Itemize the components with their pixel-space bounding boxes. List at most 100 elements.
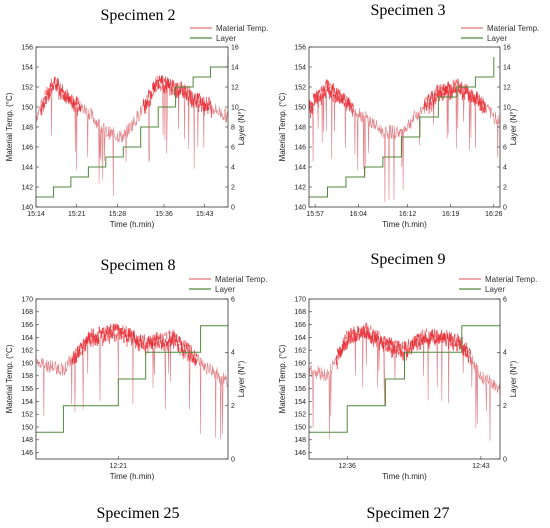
y-tick-label: 152 <box>21 84 33 91</box>
layer-series-line <box>36 57 229 198</box>
legend-layer-label: Layer <box>215 285 235 294</box>
y-tick-label: 156 <box>21 386 33 393</box>
y2-tick-label: 0 <box>231 456 235 463</box>
plot-frame <box>35 298 229 460</box>
y-tick-label: 150 <box>21 424 33 431</box>
legend-layer-label: Layer <box>216 34 236 43</box>
temp-series-line <box>35 75 229 196</box>
x-tick-label: 15:57 <box>306 211 324 218</box>
chart-3: Specimen 8 146 148 150 152 154 156 158 160 162 164… <box>5 257 267 481</box>
y2-tick-label: 4 <box>503 350 507 357</box>
y-tick-label: 154 <box>21 399 33 406</box>
chart-title: Specimen 2 <box>100 7 175 24</box>
chart-title: Specimen 8 <box>100 257 175 274</box>
y-tick-label: 146 <box>21 144 33 151</box>
y2-tick-label: 12 <box>503 84 511 91</box>
y-tick-label: 166 <box>21 322 33 329</box>
legend: Material Temp.Layer <box>459 275 537 294</box>
y-tick-label: 150 <box>21 104 33 111</box>
y2-tick-label: 0 <box>503 204 507 211</box>
y2-tick-label: 8 <box>231 124 235 131</box>
x-tick-label: 15:14 <box>27 211 45 218</box>
y-tick-label: 164 <box>21 335 33 342</box>
y-axis-label: Material Temp. (°C) <box>278 344 287 413</box>
y2-tick-label: 6 <box>503 144 507 151</box>
temp-series-hot <box>71 323 198 367</box>
y-tick-label: 150 <box>294 424 306 431</box>
y-tick-label: 168 <box>294 309 306 316</box>
x-tick-label: 15:21 <box>68 211 86 218</box>
y-tick-label: 156 <box>294 386 306 393</box>
x-tick-label: 15:36 <box>155 211 173 218</box>
y2-axis-label: Layer (N°) <box>509 108 518 145</box>
x-axis-label: Time (h.min) <box>110 472 155 481</box>
legend-layer-label: Layer <box>485 285 505 294</box>
y-tick-label: 142 <box>21 184 33 191</box>
y-tick-label: 160 <box>294 360 306 367</box>
y-tick-label: 164 <box>294 335 306 342</box>
y-tick-label: 160 <box>21 360 33 367</box>
legend: Material Temp.Layer <box>189 275 267 294</box>
legend: Material Temp.Layer <box>461 24 539 43</box>
y-tick-label: 146 <box>294 450 306 457</box>
x-axis-label: Time (h.min) <box>382 472 427 481</box>
y2-tick-label: 2 <box>503 184 507 191</box>
chart-title: Specimen 9 <box>370 251 445 268</box>
layer-series-line <box>309 325 500 433</box>
y-tick-label: 158 <box>21 373 33 380</box>
plot-frame <box>308 46 501 208</box>
y2-tick-label: 6 <box>231 296 235 303</box>
x-tick-label: 16:12 <box>399 211 417 218</box>
y2-tick-label: 10 <box>503 104 511 111</box>
y-tick-label: 168 <box>21 309 33 316</box>
specimen-27-title: Specimen 27 <box>366 505 449 522</box>
y-tick-label: 162 <box>21 348 33 355</box>
x-axis-label: Time (h.min) <box>382 220 427 229</box>
specimen-25-title: Specimen 25 <box>96 505 179 522</box>
y2-axis-label: Layer (N°) <box>237 360 246 397</box>
chart-title: Specimen 3 <box>370 2 445 19</box>
y-tick-label: 144 <box>21 164 33 171</box>
x-tick-label: 15:43 <box>196 211 214 218</box>
plot-frame <box>308 298 501 460</box>
layer-series-line <box>36 325 228 433</box>
plot-frame <box>35 46 229 208</box>
y-tick-label: 156 <box>21 44 33 51</box>
y-tick-label: 140 <box>21 204 33 211</box>
y-tick-label: 152 <box>21 412 33 419</box>
temp-series-line <box>35 324 229 440</box>
y2-tick-label: 4 <box>503 164 507 171</box>
y-tick-label: 152 <box>294 412 306 419</box>
y2-axis-label: Layer (N°) <box>509 360 518 397</box>
legend-temp-label: Material Temp. <box>216 24 268 33</box>
y2-tick-label: 14 <box>503 64 511 71</box>
temp-series-hot <box>335 322 472 370</box>
y2-tick-label: 2 <box>503 403 507 410</box>
y-tick-label: 142 <box>294 184 306 191</box>
y-tick-label: 140 <box>294 204 306 211</box>
y2-tick-label: 14 <box>231 64 239 71</box>
y-tick-label: 144 <box>294 164 306 171</box>
x-tick-label: 15:28 <box>109 211 127 218</box>
y-tick-label: 152 <box>294 84 306 91</box>
y-tick-label: 146 <box>294 144 306 151</box>
y-tick-label: 156 <box>294 44 306 51</box>
y2-tick-label: 12 <box>231 84 239 91</box>
y-axis-label: Material Temp. (°C) <box>5 92 14 161</box>
y2-tick-label: 6 <box>231 144 235 151</box>
x-tick-label: 12:36 <box>338 463 356 470</box>
y2-tick-label: 16 <box>231 44 239 51</box>
y2-tick-label: 4 <box>231 350 235 357</box>
x-tick-label: 16:26 <box>485 211 503 218</box>
y-axis-label: Material Temp. (°C) <box>5 344 14 413</box>
legend-temp-label: Material Temp. <box>485 275 537 284</box>
chart-1: Specimen 2140142144146148150152154156024… <box>5 7 268 229</box>
legend-temp-label: Material Temp. <box>215 275 267 284</box>
y2-tick-label: 16 <box>503 44 511 51</box>
chart-4: Specimen 9 146 148 150 152 154 156 158 160 162 164… <box>278 251 537 481</box>
x-tick-label: 12:43 <box>472 463 490 470</box>
legend: Material Temp.Layer <box>190 24 268 43</box>
legend-temp-label: Material Temp. <box>487 24 539 33</box>
y-tick-label: 148 <box>294 124 306 131</box>
